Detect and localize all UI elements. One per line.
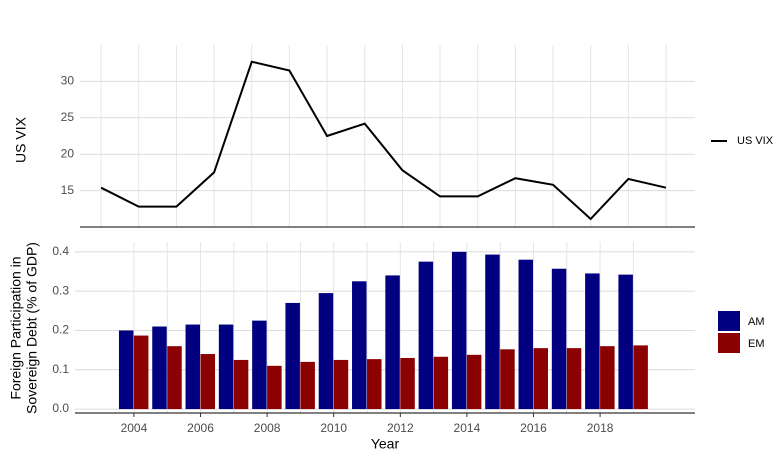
bar xyxy=(551,268,567,410)
bar xyxy=(152,326,167,410)
bar xyxy=(385,275,400,410)
x-tick-label: 2012 xyxy=(387,421,414,435)
y-tick-label: 0.4 xyxy=(52,244,69,258)
x-axis-title: Year xyxy=(371,436,400,452)
bar xyxy=(118,330,134,410)
bar xyxy=(133,335,149,410)
bar xyxy=(485,254,500,410)
bar xyxy=(333,359,349,410)
x-tick-label: 2016 xyxy=(520,421,547,435)
y-axis-title: Foreign Participation in xyxy=(8,256,24,399)
bar xyxy=(200,354,216,410)
bar xyxy=(218,324,234,410)
bar xyxy=(618,274,633,410)
y-tick-label: 15 xyxy=(61,183,75,197)
bar xyxy=(600,346,615,410)
legend-key xyxy=(718,333,740,353)
y-axis-title: US VIX xyxy=(13,116,29,163)
bar xyxy=(267,365,282,410)
bar xyxy=(633,345,648,410)
bar xyxy=(418,261,434,410)
x-tick-label: 2006 xyxy=(187,421,214,435)
y-tick-label: 20 xyxy=(61,146,75,160)
bar xyxy=(167,346,182,410)
bar xyxy=(233,359,249,410)
bar xyxy=(318,293,334,410)
y-tick-label: 0.2 xyxy=(52,323,69,337)
x-tick-label: 2008 xyxy=(254,421,281,435)
x-tick-label: 2004 xyxy=(121,421,148,435)
bar xyxy=(300,361,315,410)
y-tick-label: 0.3 xyxy=(52,283,69,297)
x-tick-label: 2014 xyxy=(454,421,481,435)
bar xyxy=(352,281,367,410)
line xyxy=(100,60,667,221)
y-tick-label: 0.1 xyxy=(52,362,69,376)
y-axis-title: Sovereign Debt (% of GDP) xyxy=(24,242,40,414)
bar xyxy=(252,320,267,410)
bar xyxy=(285,302,300,410)
bar xyxy=(585,273,600,410)
y-tick-label: 0.0 xyxy=(52,401,69,415)
bar xyxy=(466,354,482,410)
bar xyxy=(500,349,515,410)
bar xyxy=(400,357,415,410)
bar xyxy=(433,356,449,410)
legend-label: US VIX xyxy=(737,135,774,147)
y-tick-label: 30 xyxy=(61,74,75,88)
bar xyxy=(566,348,582,410)
y-tick-label: 25 xyxy=(61,110,75,124)
legend-key xyxy=(718,311,740,331)
legend-label: EM xyxy=(748,338,765,350)
bar xyxy=(518,259,534,410)
bar xyxy=(185,324,201,410)
bar xyxy=(533,348,548,410)
bar xyxy=(451,251,467,410)
legend-label: AM xyxy=(748,316,765,328)
bar xyxy=(367,359,382,410)
x-tick-label: 2010 xyxy=(320,421,347,435)
x-tick-label: 2018 xyxy=(587,421,614,435)
